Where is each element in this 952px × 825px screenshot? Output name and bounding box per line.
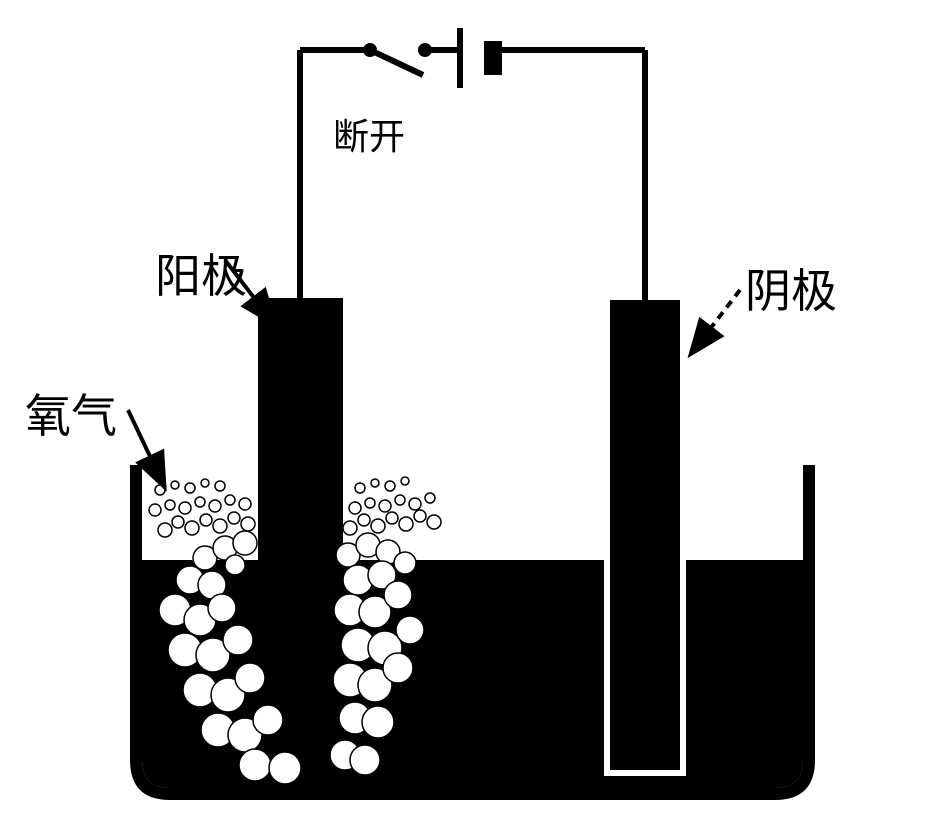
oxygen-label: 氧气 (25, 380, 117, 446)
electrolysis-diagram (0, 0, 952, 825)
anode-label: 阳极 (155, 240, 247, 306)
cathode-label: 阴极 (745, 255, 837, 321)
disconnect-label: 断开 (333, 108, 405, 160)
